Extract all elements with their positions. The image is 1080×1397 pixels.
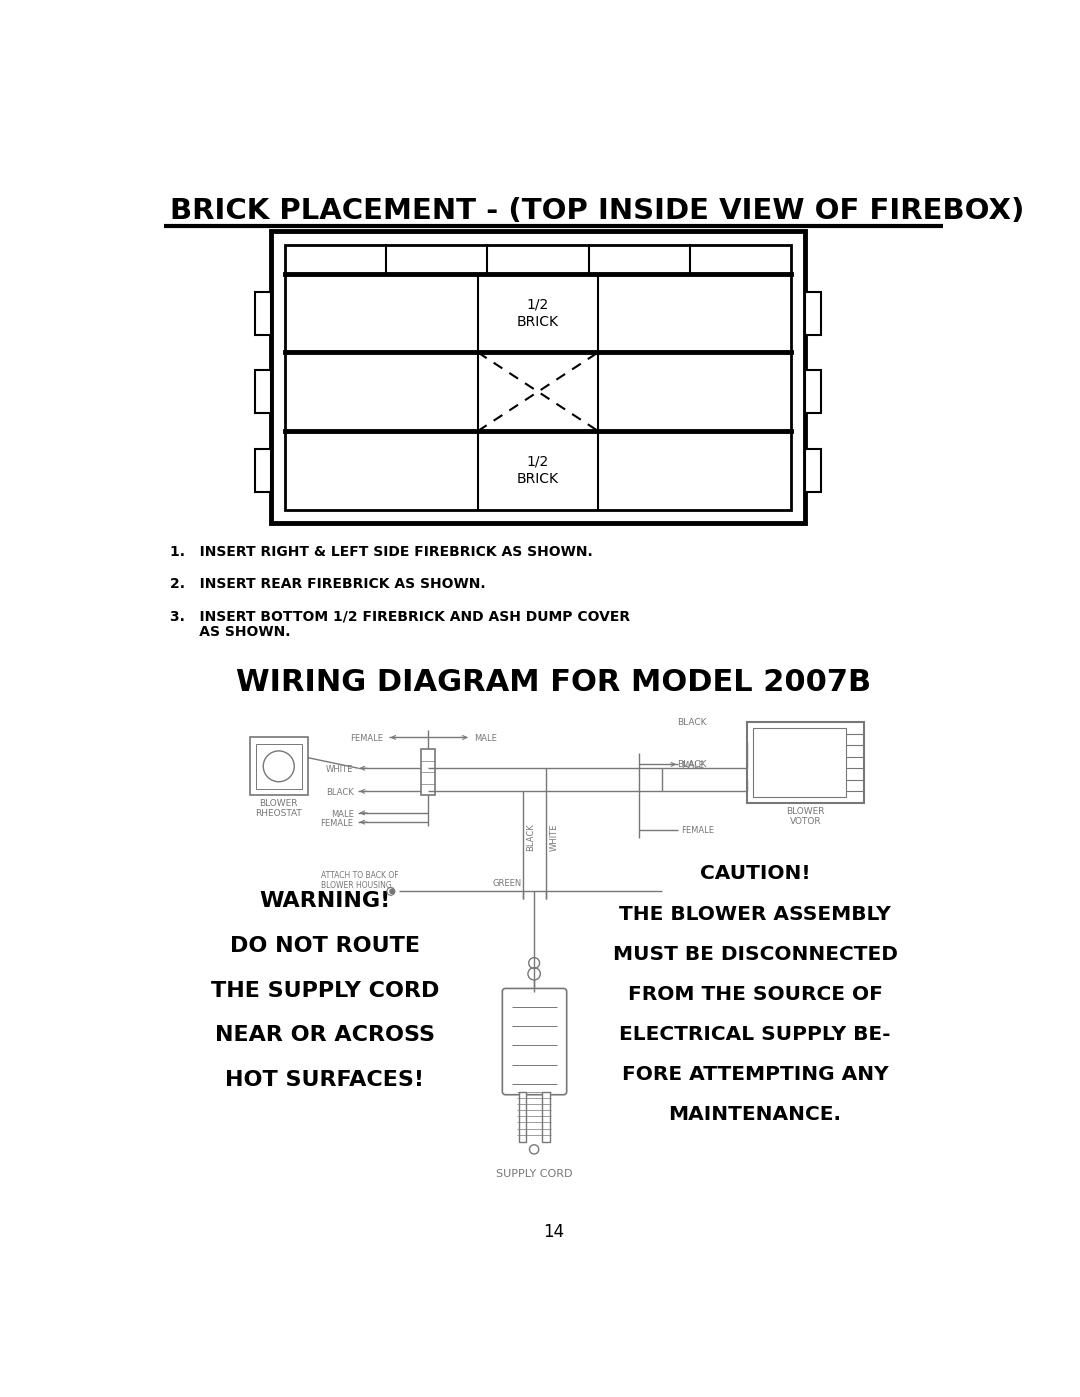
Text: BLACK: BLACK [526,824,536,851]
Text: THE BLOWER ASSEMBLY: THE BLOWER ASSEMBLY [619,904,891,923]
Text: FORE ATTEMPTING ANY: FORE ATTEMPTING ANY [622,1065,889,1084]
Text: 2.   INSERT REAR FIREBRICK AS SHOWN.: 2. INSERT REAR FIREBRICK AS SHOWN. [170,577,486,591]
Text: 3.   INSERT BOTTOM 1/2 FIREBRICK AND ASH DUMP COVER: 3. INSERT BOTTOM 1/2 FIREBRICK AND ASH D… [170,609,630,623]
Text: BLACK: BLACK [677,760,707,768]
Text: AS SHOWN.: AS SHOWN. [170,624,291,638]
Text: FEMALE: FEMALE [350,733,383,743]
Text: ELECTRICAL SUPPLY BE-: ELECTRICAL SUPPLY BE- [619,1024,891,1044]
Bar [542,1091,550,1141]
Text: FEMALE: FEMALE [681,826,714,835]
Text: MALE: MALE [681,760,704,770]
Text: ATTACH TO BACK OF
BLOWER HOUSING.: ATTACH TO BACK OF BLOWER HOUSING. [321,870,399,890]
Bar [284,244,792,510]
Bar [255,448,271,492]
Text: NEAR OR ACROSS: NEAR OR ACROSS [215,1025,435,1045]
Text: BLOWER
VOTOR: BLOWER VOTOR [786,806,825,826]
FancyBboxPatch shape [502,989,567,1095]
Bar [806,370,821,414]
Text: CAUTION!: CAUTION! [700,865,810,883]
Text: SUPPLY CORD: SUPPLY CORD [496,1169,572,1179]
Bar [255,292,271,335]
Text: WHITE: WHITE [326,766,353,774]
Circle shape [390,888,394,894]
Text: WHITE: WHITE [550,824,558,851]
Bar [518,1091,526,1141]
Bar [806,448,821,492]
Bar [255,370,271,414]
Text: FROM THE SOURCE OF: FROM THE SOURCE OF [627,985,882,1003]
Text: 1.   INSERT RIGHT & LEFT SIDE FIREBRICK AS SHOWN.: 1. INSERT RIGHT & LEFT SIDE FIREBRICK AS… [170,545,593,559]
Bar [421,749,435,795]
Text: 14: 14 [543,1222,564,1241]
Text: MUST BE DISCONNECTED: MUST BE DISCONNECTED [612,944,897,964]
Text: MALE: MALE [330,810,353,819]
Text: 1/2
BRICK: 1/2 BRICK [517,298,559,328]
Text: BRICK PLACEMENT - (TOP INSIDE VIEW OF FIREBOX): BRICK PLACEMENT - (TOP INSIDE VIEW OF FI… [170,197,1024,225]
Text: MALE: MALE [474,733,497,743]
Text: 1/2
BRICK: 1/2 BRICK [517,454,559,486]
Text: DO NOT ROUTE: DO NOT ROUTE [230,936,420,956]
Text: FEMALE: FEMALE [321,819,353,828]
Bar [256,743,301,789]
Bar [747,722,864,803]
Text: WARNING!: WARNING! [259,891,391,911]
Bar [806,292,821,335]
Text: HOT SURFACES!: HOT SURFACES! [226,1070,424,1090]
Text: BLACK: BLACK [677,718,707,726]
Bar [754,728,847,796]
Text: GREEN: GREEN [492,879,522,887]
Text: THE SUPPLY CORD: THE SUPPLY CORD [211,981,440,1000]
Text: BLOWER
RHEOSTAT: BLOWER RHEOSTAT [255,799,302,819]
Text: MAINTENANCE.: MAINTENANCE. [669,1105,841,1123]
Bar [249,738,308,795]
Bar [271,231,806,524]
Text: BLACK: BLACK [326,788,353,798]
Text: WIRING DIAGRAM FOR MODEL 2007B: WIRING DIAGRAM FOR MODEL 2007B [235,668,872,697]
